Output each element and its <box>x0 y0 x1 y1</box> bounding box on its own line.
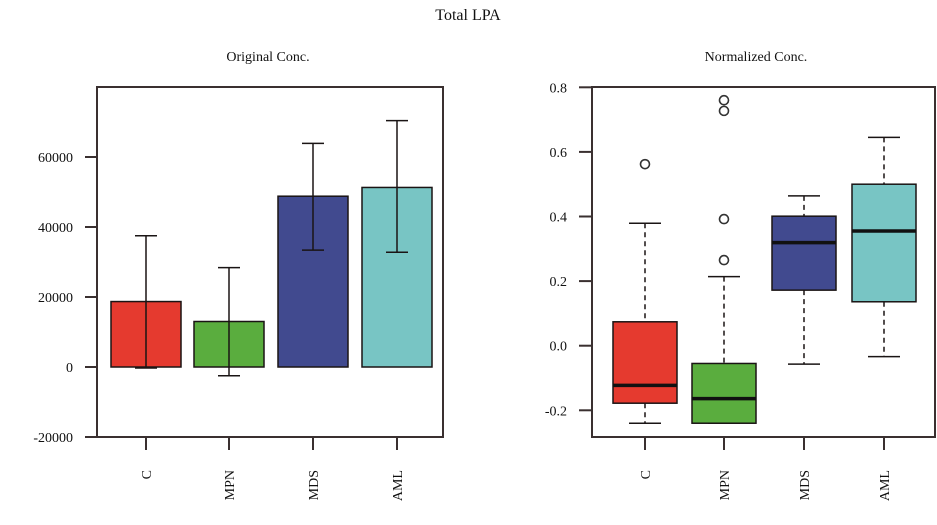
y-tick-label: -0.2 <box>545 404 567 419</box>
outlier-point <box>639 158 651 170</box>
bar-chart-panel: Original Conc. -20000 0 20000 40000 60000 C M… <box>33 50 444 501</box>
outlier-point <box>718 94 730 106</box>
iqr-box <box>612 321 678 404</box>
outlier-point <box>718 213 730 225</box>
bar-plot-frame <box>96 86 444 438</box>
box-chart-panel: Normalized Conc. -0.2 0.0 0.2 0.4 0.6 0.8 C MP… <box>545 50 936 501</box>
y-tick-label: 40000 <box>38 221 73 236</box>
y-tick-label: 0.4 <box>550 211 568 226</box>
box-marks <box>612 94 917 424</box>
bar-x-axis: C MPN MDS AML <box>140 437 406 501</box>
y-tick-label: 60000 <box>38 151 73 166</box>
bar-chart-title: Original Conc. <box>226 50 309 65</box>
box-mpn <box>691 94 757 424</box>
y-tick-label: 0 <box>66 361 73 376</box>
bar-y-axis: -20000 0 20000 40000 60000 <box>33 151 97 446</box>
y-tick-label: 0.6 <box>550 146 568 161</box>
y-tick-label: 0.0 <box>550 340 568 355</box>
outlier-point <box>718 105 730 117</box>
x-tick-label: MPN <box>718 470 733 500</box>
x-tick-label: MPN <box>223 470 238 500</box>
x-tick-label: C <box>639 470 654 479</box>
box-aml <box>851 136 917 358</box>
box-mds <box>771 195 837 365</box>
x-tick-label: AML <box>391 470 406 501</box>
x-tick-label: MDS <box>307 470 322 500</box>
iqr-box <box>851 183 917 303</box>
y-tick-label: 0.2 <box>550 275 568 290</box>
iqr-box <box>771 215 837 291</box>
x-tick-label: AML <box>878 470 893 501</box>
box-plot-frame <box>591 86 936 438</box>
bar-marks <box>110 119 433 377</box>
box-x-axis: C MPN MDS AML <box>639 437 893 501</box>
x-tick-label: C <box>140 470 155 479</box>
iqr-box <box>691 362 757 424</box>
outlier-point <box>718 254 730 266</box>
figure-title: Total LPA <box>435 7 501 24</box>
box-c <box>612 158 678 424</box>
box-chart-title: Normalized Conc. <box>705 50 808 65</box>
x-tick-label: MDS <box>798 470 813 500</box>
y-tick-label: 20000 <box>38 291 73 306</box>
y-tick-label: 0.8 <box>550 81 568 96</box>
y-tick-label: -20000 <box>33 431 73 446</box>
box-y-axis: -0.2 0.0 0.2 0.4 0.6 0.8 <box>545 81 592 419</box>
